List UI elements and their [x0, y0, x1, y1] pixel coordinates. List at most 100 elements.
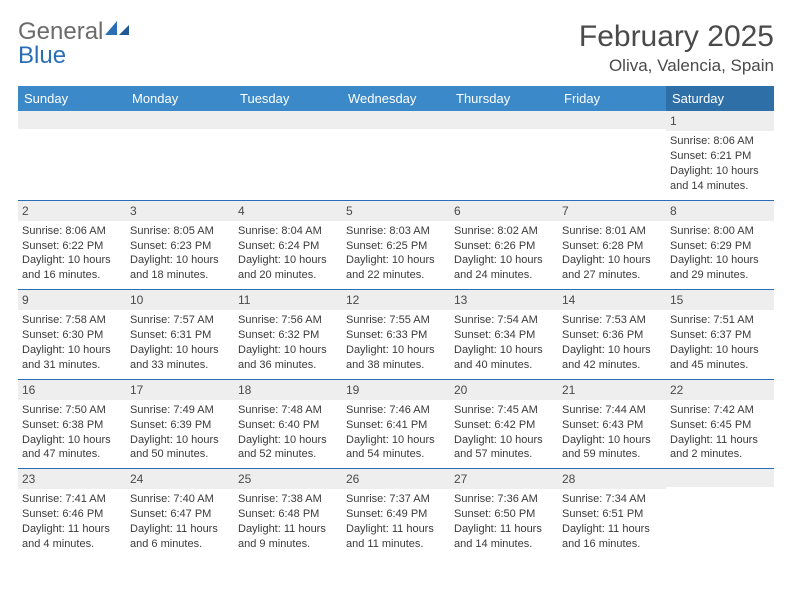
calendar-day-cell: [18, 111, 126, 200]
daylight-text: Daylight: 11 hours and 4 minutes.: [22, 522, 122, 552]
sunset-text: Sunset: 6:45 PM: [670, 418, 770, 433]
day-details: Sunrise: 7:55 AMSunset: 6:33 PMDaylight:…: [346, 313, 446, 372]
sunset-text: Sunset: 6:42 PM: [454, 418, 554, 433]
calendar-day-cell: 7Sunrise: 8:01 AMSunset: 6:28 PMDaylight…: [558, 200, 666, 290]
sunset-text: Sunset: 6:51 PM: [562, 507, 662, 522]
calendar-day-cell: 12 Sunrise: 7:55 AMSunset: 6:33 PMDayligh…: [342, 290, 450, 380]
sunrise-text: Sunrise: 7:55 AM: [346, 313, 446, 328]
calendar-day-cell: [666, 469, 774, 558]
sunrise-text: Sunrise: 8:02 AM: [454, 224, 554, 239]
calendar-week-row: 1 Sunrise: 8:06 AMSunset: 6:21 PMDaylight…: [18, 111, 774, 200]
sunrise-text: Sunrise: 7:50 AM: [22, 403, 122, 418]
sunrise-text: Sunrise: 7:38 AM: [238, 492, 338, 507]
sunset-text: Sunset: 6:46 PM: [22, 507, 122, 522]
daylight-text: Daylight: 10 hours and 36 minutes.: [238, 343, 338, 373]
calendar-day-cell: 10Sunrise: 7:57 AMSunset: 6:31 PMDayligh…: [126, 290, 234, 380]
sunrise-text: Sunrise: 7:45 AM: [454, 403, 554, 418]
calendar-day-cell: 18Sunrise: 7:48 AMSunset: 6:40 PMDayligh…: [234, 379, 342, 469]
daylight-text: Daylight: 11 hours and 11 minutes.: [346, 522, 446, 552]
calendar-day-cell: 11Sunrise: 7:56 AMSunset: 6:32 PMDayligh…: [234, 290, 342, 380]
calendar-day-cell: 24Sunrise: 7:40 AMSunset: 6:47 PMDayligh…: [126, 469, 234, 558]
day-header: Friday: [558, 86, 666, 111]
page-header: General Blue February 2025 Oliva, Valenc…: [18, 20, 774, 76]
day-details: Sunrise: 7:58 AMSunset: 6:30 PMDaylight:…: [22, 313, 122, 372]
day-details: Sunrise: 8:06 AMSunset: 6:21 PMDaylight:…: [670, 134, 770, 193]
daylight-text: Daylight: 11 hours and 16 minutes.: [562, 522, 662, 552]
day-number: 26: [342, 469, 450, 489]
daylight-text: Daylight: 10 hours and 59 minutes.: [562, 433, 662, 463]
day-number: 17: [126, 380, 234, 400]
day-details: Sunrise: 8:00 AMSunset: 6:29 PMDaylight:…: [670, 224, 770, 283]
day-number: 22: [666, 380, 774, 400]
sunset-text: Sunset: 6:28 PM: [562, 239, 662, 254]
sunset-text: Sunset: 6:38 PM: [22, 418, 122, 433]
calendar-day-cell: 26 Sunrise: 7:37 AMSunset: 6:49 PMDayligh…: [342, 469, 450, 558]
day-number: 23: [18, 469, 126, 489]
sunset-text: Sunset: 6:39 PM: [130, 418, 230, 433]
sunset-text: Sunset: 6:23 PM: [130, 239, 230, 254]
day-details: Sunrise: 7:53 AMSunset: 6:36 PMDaylight:…: [562, 313, 662, 372]
sunrise-text: Sunrise: 7:56 AM: [238, 313, 338, 328]
daylight-text: Daylight: 10 hours and 47 minutes.: [22, 433, 122, 463]
calendar-day-cell: 8Sunrise: 8:00 AMSunset: 6:29 PMDaylight…: [666, 200, 774, 290]
sunset-text: Sunset: 6:40 PM: [238, 418, 338, 433]
day-details: Sunrise: 7:56 AMSunset: 6:32 PMDaylight:…: [238, 313, 338, 372]
day-details: Sunrise: 7:38 AMSunset: 6:48 PMDaylight:…: [238, 492, 338, 551]
day-details: Sunrise: 7:51 AMSunset: 6:37 PMDaylight:…: [670, 313, 770, 372]
calendar-day-cell: [342, 111, 450, 200]
calendar-day-cell: 1 Sunrise: 8:06 AMSunset: 6:21 PMDaylight…: [666, 111, 774, 200]
calendar-day-cell: 3Sunrise: 8:05 AMSunset: 6:23 PMDaylight…: [126, 200, 234, 290]
day-number: 15: [666, 290, 774, 310]
sunrise-text: Sunrise: 7:58 AM: [22, 313, 122, 328]
daylight-text: Daylight: 10 hours and 40 minutes.: [454, 343, 554, 373]
day-number: 14: [558, 290, 666, 310]
day-number: 6: [450, 201, 558, 221]
day-number: 12: [342, 290, 450, 310]
calendar-day-cell: 21 Sunrise: 7:44 AMSunset: 6:43 PMDayligh…: [558, 379, 666, 469]
day-details: Sunrise: 7:40 AMSunset: 6:47 PMDaylight:…: [130, 492, 230, 551]
day-details: Sunrise: 7:48 AMSunset: 6:40 PMDaylight:…: [238, 403, 338, 462]
daylight-text: Daylight: 10 hours and 18 minutes.: [130, 253, 230, 283]
month-title: February 2025: [579, 20, 774, 54]
day-number: 27: [450, 469, 558, 489]
logo-word2: Blue: [18, 42, 66, 69]
sunrise-text: Sunrise: 7:37 AM: [346, 492, 446, 507]
day-details: Sunrise: 8:06 AMSunset: 6:22 PMDaylight:…: [22, 224, 122, 283]
day-number: 13: [450, 290, 558, 310]
day-details: Sunrise: 7:54 AMSunset: 6:34 PMDaylight:…: [454, 313, 554, 372]
sunrise-text: Sunrise: 7:44 AM: [562, 403, 662, 418]
day-header: Wednesday: [342, 86, 450, 111]
calendar-day-cell: 9Sunrise: 7:58 AMSunset: 6:30 PMDaylight…: [18, 290, 126, 380]
day-details: Sunrise: 7:44 AMSunset: 6:43 PMDaylight:…: [562, 403, 662, 462]
sunset-text: Sunset: 6:43 PM: [562, 418, 662, 433]
day-header: Monday: [126, 86, 234, 111]
daylight-text: Daylight: 10 hours and 14 minutes.: [670, 164, 770, 194]
logo-sail-icon: [103, 19, 131, 37]
sunrise-text: Sunrise: 8:00 AM: [670, 224, 770, 239]
calendar-day-cell: 5Sunrise: 8:03 AMSunset: 6:25 PMDaylight…: [342, 200, 450, 290]
calendar-week-row: 9Sunrise: 7:58 AMSunset: 6:30 PMDaylight…: [18, 290, 774, 380]
sunset-text: Sunset: 6:21 PM: [670, 149, 770, 164]
day-number: [558, 111, 666, 129]
sunset-text: Sunset: 6:33 PM: [346, 328, 446, 343]
daylight-text: Daylight: 10 hours and 20 minutes.: [238, 253, 338, 283]
day-number: [126, 111, 234, 129]
day-number: 21: [558, 380, 666, 400]
sunset-text: Sunset: 6:49 PM: [346, 507, 446, 522]
calendar-week-row: 23Sunrise: 7:41 AMSunset: 6:46 PMDayligh…: [18, 469, 774, 558]
calendar-table: Sunday Monday Tuesday Wednesday Thursday…: [18, 86, 774, 558]
day-number: 1: [666, 111, 774, 131]
sunrise-text: Sunrise: 7:42 AM: [670, 403, 770, 418]
day-header-row: Sunday Monday Tuesday Wednesday Thursday…: [18, 86, 774, 111]
day-number: [666, 469, 774, 487]
location: Oliva, Valencia, Spain: [579, 56, 774, 76]
calendar-day-cell: 28Sunrise: 7:34 AMSunset: 6:51 PMDayligh…: [558, 469, 666, 558]
daylight-text: Daylight: 10 hours and 45 minutes.: [670, 343, 770, 373]
title-block: February 2025 Oliva, Valencia, Spain: [579, 20, 774, 76]
sunrise-text: Sunrise: 8:03 AM: [346, 224, 446, 239]
calendar-day-cell: 17Sunrise: 7:49 AMSunset: 6:39 PMDayligh…: [126, 379, 234, 469]
sunset-text: Sunset: 6:31 PM: [130, 328, 230, 343]
sunset-text: Sunset: 6:34 PM: [454, 328, 554, 343]
daylight-text: Daylight: 10 hours and 54 minutes.: [346, 433, 446, 463]
daylight-text: Daylight: 10 hours and 52 minutes.: [238, 433, 338, 463]
